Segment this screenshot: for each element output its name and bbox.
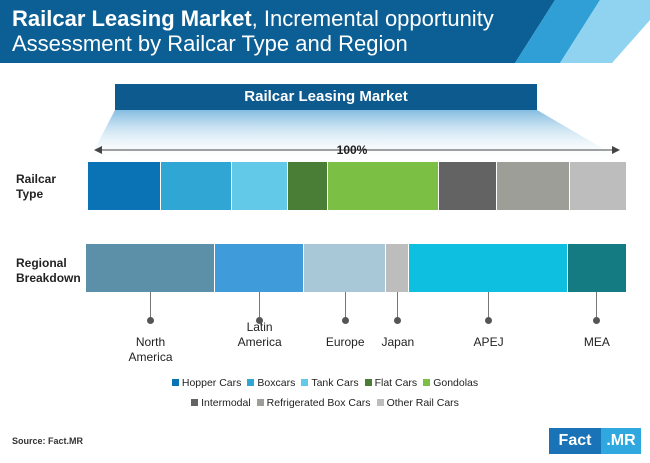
legend-item: Other Rail Cars xyxy=(376,397,459,409)
type-segment-intermodal xyxy=(438,162,497,210)
region-leader-dot xyxy=(256,316,264,324)
legend-label: Hopper Cars xyxy=(181,377,242,389)
region-label: Latin America xyxy=(237,320,282,349)
type-segment-refrigerated-box-cars xyxy=(496,162,571,210)
source-note: Source: Fact.MR xyxy=(12,436,84,446)
legend-item: Flat Cars xyxy=(364,377,418,389)
factmr-logo: Fact .MR xyxy=(549,428,641,454)
total-percent-label: 100% xyxy=(336,143,368,157)
type-segment-other-rail-cars xyxy=(570,162,626,210)
legend-label: Gondolas xyxy=(433,377,479,389)
region-leader-line xyxy=(344,292,346,320)
region-segment-north-america xyxy=(86,244,216,292)
region-leader-dot xyxy=(485,316,493,324)
legend-swatch xyxy=(301,379,309,386)
legend-label: Flat Cars xyxy=(374,377,418,389)
railcar-type-bar xyxy=(88,162,626,210)
region-leader-line xyxy=(150,292,152,320)
legend-swatch xyxy=(247,379,255,386)
legend-item: Hopper Cars xyxy=(171,377,242,389)
region-leader-dot xyxy=(593,316,601,324)
type-segment-boxcars xyxy=(160,162,233,210)
legend-label: Tank Cars xyxy=(311,377,359,389)
title-bold: Railcar Leasing Market xyxy=(12,6,252,31)
regional-breakdown-label: Regional Breakdown xyxy=(16,256,81,285)
legend-swatch xyxy=(191,399,199,406)
legend-label: Intermodal xyxy=(201,397,251,409)
legend-item: Intermodal xyxy=(191,397,251,409)
legend-item: Tank Cars xyxy=(301,377,359,389)
region-label: Europe xyxy=(325,335,365,349)
region-segment-apej xyxy=(409,244,568,292)
legend-label: Refrigerated Box Cars xyxy=(266,397,371,409)
region-leader-line xyxy=(397,292,399,320)
legend-item: Gondolas xyxy=(423,377,478,389)
legend-swatch xyxy=(423,379,431,386)
region-leader-dot xyxy=(394,316,402,324)
region-label: MEA xyxy=(583,335,610,349)
legend-row-1: Hopper Cars Boxcars Tank Cars Flat Cars Gond… xyxy=(0,377,650,389)
region-label: Japan xyxy=(381,335,415,349)
banner-background xyxy=(0,0,650,63)
legend-label: Other Rail Cars xyxy=(386,397,459,409)
region-leader-line xyxy=(259,292,261,320)
region-leader-dot xyxy=(341,316,349,324)
type-segment-flat-cars xyxy=(287,162,329,210)
legend-label: Boxcars xyxy=(257,377,296,389)
region-segment-mea xyxy=(567,244,626,292)
legend-swatch xyxy=(376,399,384,406)
type-segment-gondolas xyxy=(328,162,439,210)
region-leader-line xyxy=(488,292,490,320)
legend-row-2: Intermodal Refrigerated Box Cars Other Rai… xyxy=(0,397,650,409)
legend-swatch xyxy=(256,399,264,406)
region-segment-latin-america xyxy=(215,244,305,292)
region-leader-line xyxy=(596,292,598,320)
title-rest: , Incremental opportunity Assessment by … xyxy=(12,6,494,56)
region-leader-dot xyxy=(147,316,155,324)
railcar-type-label: Railcar Type xyxy=(16,172,57,201)
legend-item: Boxcars xyxy=(247,377,295,389)
region-segment-japan xyxy=(386,244,410,292)
region-label: APEJ xyxy=(473,335,504,349)
header-banner: Railcar Leasing Market, Incremental oppo… xyxy=(0,0,650,63)
type-segment-hopper-cars xyxy=(88,162,161,210)
legend-swatch xyxy=(171,379,179,386)
market-title-bar: Railcar Leasing Market xyxy=(115,84,537,110)
logo-fact: Fact xyxy=(549,428,601,454)
logo-mr: .MR xyxy=(601,428,641,454)
regional-bar xyxy=(86,244,626,292)
page-title: Railcar Leasing Market, Incremental oppo… xyxy=(12,6,552,56)
type-segment-tank-cars xyxy=(232,162,288,210)
chart-title: Railcar Leasing Market xyxy=(244,88,408,105)
fan-gradient xyxy=(88,110,626,162)
legend-swatch xyxy=(364,379,372,386)
region-segment-europe xyxy=(304,244,387,292)
region-label: North America xyxy=(128,335,173,364)
legend-item: Refrigerated Box Cars xyxy=(256,397,371,409)
